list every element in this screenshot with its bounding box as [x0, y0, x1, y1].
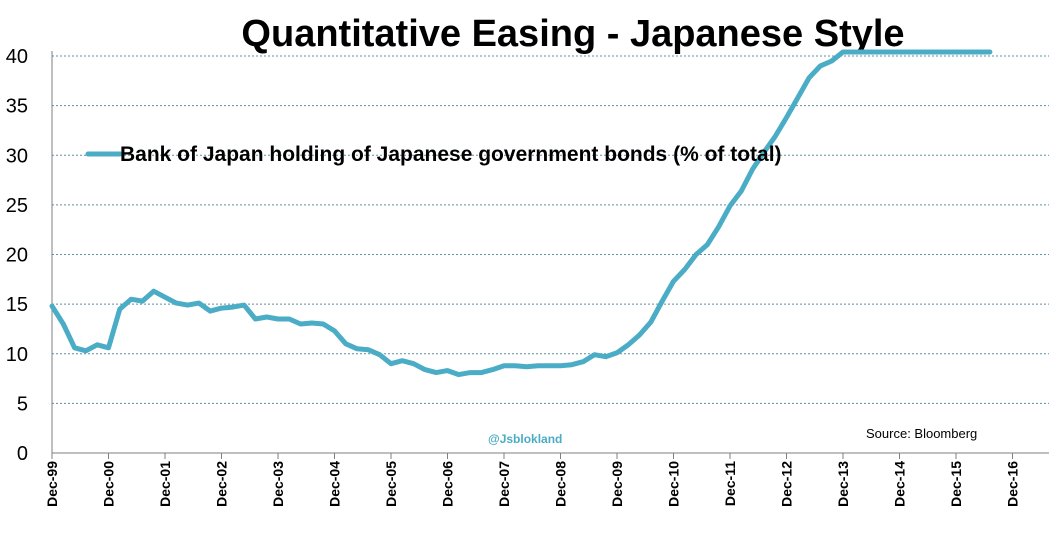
legend-label: Bank of Japan holding of Japanese govern… — [120, 143, 782, 166]
y-tick-label: 10 — [6, 344, 28, 366]
x-tick-label: Dec-01 — [157, 461, 173, 507]
x-tick-label: Dec-11 — [722, 461, 738, 506]
y-tick-label: 15 — [6, 294, 28, 316]
legend: Bank of Japan holding of Japanese govern… — [85, 143, 782, 166]
x-tick-label: Dec-12 — [779, 461, 795, 507]
x-tick-label: Dec-04 — [327, 461, 343, 507]
series-group — [49, 49, 993, 378]
x-tick-label: Dec-99 — [44, 461, 60, 507]
x-tick-label: Dec-06 — [440, 461, 456, 507]
source-note: Source: Bloomberg — [866, 426, 977, 441]
watermark-handle: @Jsblokland — [488, 432, 562, 446]
y-axis: 0 5 10 15 20 25 30 35 40 — [6, 46, 28, 465]
x-tick-label: Dec-00 — [101, 461, 117, 507]
x-tick-label: Dec-10 — [666, 461, 682, 507]
y-tick-label: 40 — [6, 46, 28, 68]
y-tick-label: 5 — [17, 393, 28, 415]
x-tick-label: Dec-07 — [496, 461, 512, 507]
x-tick-label: Dec-16 — [1005, 461, 1021, 507]
chart-title: Quantitative Easing - Japanese Style — [241, 13, 904, 55]
x-tick-label: Dec-03 — [270, 461, 286, 507]
y-tick-label: 20 — [6, 245, 28, 267]
x-tick-label: Dec-02 — [214, 461, 230, 507]
y-tick-label: 0 — [17, 443, 28, 465]
x-tick-label: Dec-08 — [553, 461, 569, 507]
x-axis: Dec-99 Dec-00 Dec-01 Dec-02 Dec-03 Dec-04 Dec-… — [44, 51, 1049, 507]
gridlines — [52, 55, 1049, 404]
x-tick-label: Dec-13 — [835, 461, 851, 507]
x-tick-label: Dec-15 — [948, 461, 964, 507]
x-tick-label: Dec-09 — [609, 461, 625, 507]
x-tick-label: Dec-14 — [892, 461, 908, 507]
series-line — [49, 49, 993, 378]
y-tick-label: 25 — [6, 195, 28, 217]
x-tick-label: Dec-05 — [383, 461, 399, 507]
y-tick-label: 30 — [6, 145, 28, 167]
y-tick-label: 35 — [6, 96, 28, 118]
